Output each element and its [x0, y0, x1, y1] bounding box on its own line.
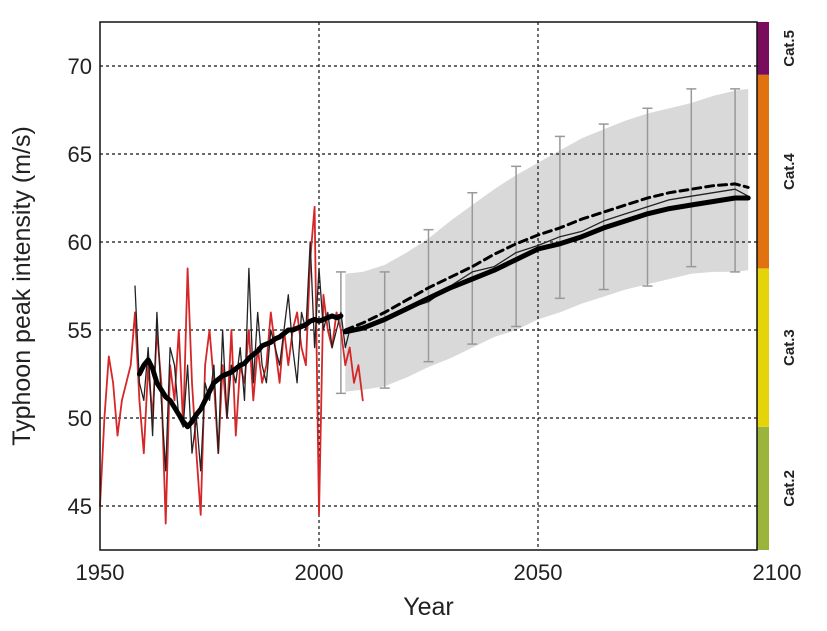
category-band-cat2	[757, 426, 769, 550]
category-label: Cat.3	[781, 329, 798, 366]
y-tick-label: 70	[68, 54, 92, 79]
series-observed-black	[134, 241, 351, 472]
spread-band	[345, 88, 749, 392]
y-axis-label: Typhoon peak intensity (m/s)	[8, 126, 36, 446]
category-band-cat5	[757, 22, 769, 75]
category-label: Cat.5	[781, 30, 798, 67]
y-tick-label: 60	[68, 230, 92, 255]
x-axis-label: Year	[403, 593, 454, 621]
plot-frame	[99, 21, 758, 551]
x-tick-label: 2100	[753, 560, 802, 585]
y-tick-label: 55	[68, 318, 92, 343]
series-layer	[99, 182, 751, 525]
series-projection-mean	[342, 195, 751, 335]
x-tick-label: 2000	[295, 560, 344, 585]
series-observed-smoothed	[136, 313, 344, 430]
series-observed-red	[99, 205, 364, 525]
category-band-cat3	[757, 268, 769, 427]
x-tick-label: 2050	[514, 560, 563, 585]
y-tick-label: 50	[68, 406, 92, 431]
series-projection-dashed	[343, 182, 750, 332]
y-tick-label: 45	[68, 494, 92, 519]
category-label: Cat.2	[781, 470, 798, 507]
category-bar: Cat.2 Cat.3 Cat.4 Cat.5	[757, 22, 798, 550]
y-tick-label: 65	[68, 142, 92, 167]
category-label: Cat.4	[781, 153, 798, 190]
x-tick-label: 1950	[76, 560, 125, 585]
error-bar-layer	[335, 88, 741, 395]
category-band-cat4	[757, 74, 769, 269]
spread-band-layer	[345, 88, 749, 392]
tick-labels: 45 50 55 60 65 70 1950 2000 2050 2100	[68, 54, 802, 585]
